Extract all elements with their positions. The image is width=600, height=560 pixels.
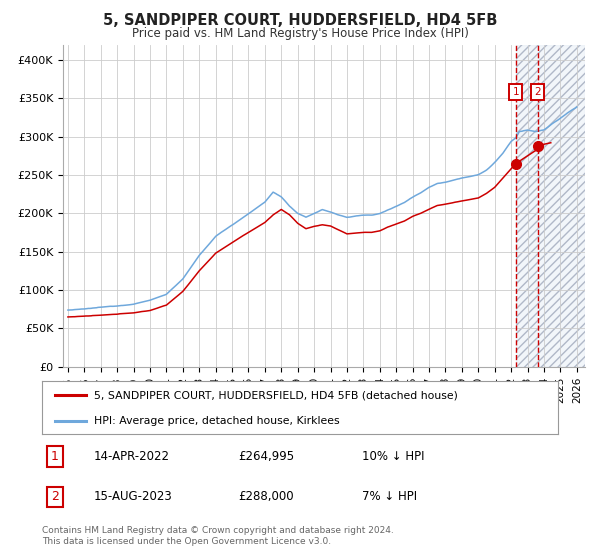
Text: 5, SANDPIPER COURT, HUDDERSFIELD, HD4 5FB: 5, SANDPIPER COURT, HUDDERSFIELD, HD4 5F… — [103, 13, 497, 29]
Text: 2: 2 — [51, 491, 59, 503]
Text: 7% ↓ HPI: 7% ↓ HPI — [362, 491, 417, 503]
Text: 5, SANDPIPER COURT, HUDDERSFIELD, HD4 5FB (detached house): 5, SANDPIPER COURT, HUDDERSFIELD, HD4 5F… — [94, 390, 457, 400]
Text: 15-AUG-2023: 15-AUG-2023 — [94, 491, 172, 503]
Text: 1: 1 — [512, 87, 519, 97]
Text: Contains HM Land Registry data © Crown copyright and database right 2024.
This d: Contains HM Land Registry data © Crown c… — [42, 526, 394, 546]
Text: 2: 2 — [535, 87, 541, 97]
Text: 1: 1 — [51, 450, 59, 463]
Text: 10% ↓ HPI: 10% ↓ HPI — [362, 450, 424, 463]
Bar — [516, 45, 585, 367]
Text: £288,000: £288,000 — [238, 491, 294, 503]
Text: 14-APR-2022: 14-APR-2022 — [94, 450, 170, 463]
Text: HPI: Average price, detached house, Kirklees: HPI: Average price, detached house, Kirk… — [94, 416, 339, 426]
Text: Price paid vs. HM Land Registry's House Price Index (HPI): Price paid vs. HM Land Registry's House … — [131, 27, 469, 40]
Bar — [516, 45, 585, 367]
Text: £264,995: £264,995 — [238, 450, 294, 463]
